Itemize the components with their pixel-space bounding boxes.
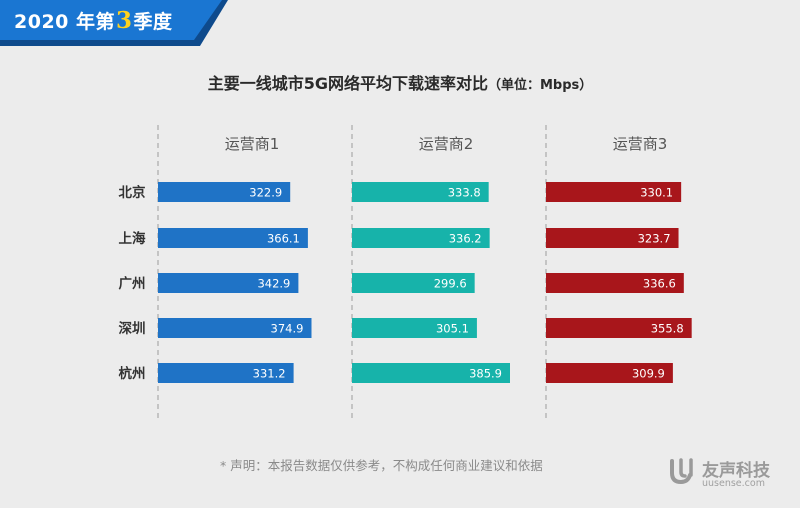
bar-value-label: 342.9 <box>257 277 290 291</box>
chart-unit: （单位：Mbps） <box>487 78 593 93</box>
bar-2-5 <box>352 363 510 383</box>
bar-2-3 <box>352 273 475 293</box>
chart-title-block: 主要一线城市5G网络平均下载速率对比（单位：Mbps） <box>0 70 800 94</box>
category-label: 深圳 <box>119 320 146 337</box>
bar-3-3 <box>546 273 684 293</box>
period-label: 2020 年第3季度 <box>14 7 173 34</box>
bar-3-2 <box>546 228 679 248</box>
bar-value-label: 385.9 <box>469 367 502 381</box>
bar-chart: 运营商1 322.9 366.1 342.9 374.9 331.2 运营商2 333.8 33… <box>119 125 692 422</box>
bar-3-1 <box>546 182 682 202</box>
bar-value-label: 336.2 <box>449 232 482 246</box>
series-label-3: 运营商3 <box>613 135 668 153</box>
brand-url: uusense.com <box>702 478 765 489</box>
bar-value-label: 330.1 <box>640 186 673 200</box>
category-label: 北京 <box>119 184 146 201</box>
series-label-1: 运营商1 <box>225 135 280 153</box>
period-prefix: 2020 年第 <box>14 11 115 33</box>
bar-2-4 <box>352 318 477 338</box>
bar-2-1 <box>352 182 489 202</box>
bar-3-5 <box>546 363 673 383</box>
bar-value-label: 323.7 <box>638 232 671 246</box>
bar-2-2 <box>352 228 490 248</box>
bar-value-label: 299.6 <box>434 277 467 291</box>
bar-1-2 <box>158 228 308 248</box>
bar-1-1 <box>158 182 291 202</box>
bar-value-label: 322.9 <box>249 186 282 200</box>
bar-value-label: 309.9 <box>632 367 665 381</box>
banner-shape <box>0 0 222 40</box>
series-label-2: 运营商2 <box>419 135 474 153</box>
category-label: 杭州 <box>119 365 146 382</box>
period-quarter: 3 <box>116 7 133 34</box>
category-label: 广州 <box>119 275 146 292</box>
category-label: 上海 <box>119 230 146 247</box>
bar-value-label: 305.1 <box>436 322 469 336</box>
bar-value-label: 374.9 <box>271 322 304 336</box>
period-banner <box>0 0 228 46</box>
bar-value-label: 336.6 <box>643 277 676 291</box>
bar-1-4 <box>158 318 312 338</box>
brand-block: 友声科技 uusense.com <box>668 455 793 495</box>
bar-value-label: 366.1 <box>267 232 300 246</box>
bar-3-4 <box>546 318 692 338</box>
bar-1-3 <box>158 273 299 293</box>
bar-value-label: 333.8 <box>448 186 481 200</box>
brand-name: 友声科技 <box>702 461 770 481</box>
bar-1-5 <box>158 363 294 383</box>
period-suffix: 季度 <box>133 11 173 33</box>
bar-value-label: 331.2 <box>253 367 286 381</box>
uusense-logo-icon <box>670 458 693 485</box>
disclaimer: * 声明：本报告数据仅供参考，不构成任何商业建议和依据 <box>220 458 543 473</box>
chart-title: 主要一线城市5G网络平均下载速率对比 <box>207 74 488 93</box>
bar-value-label: 355.8 <box>651 322 684 336</box>
